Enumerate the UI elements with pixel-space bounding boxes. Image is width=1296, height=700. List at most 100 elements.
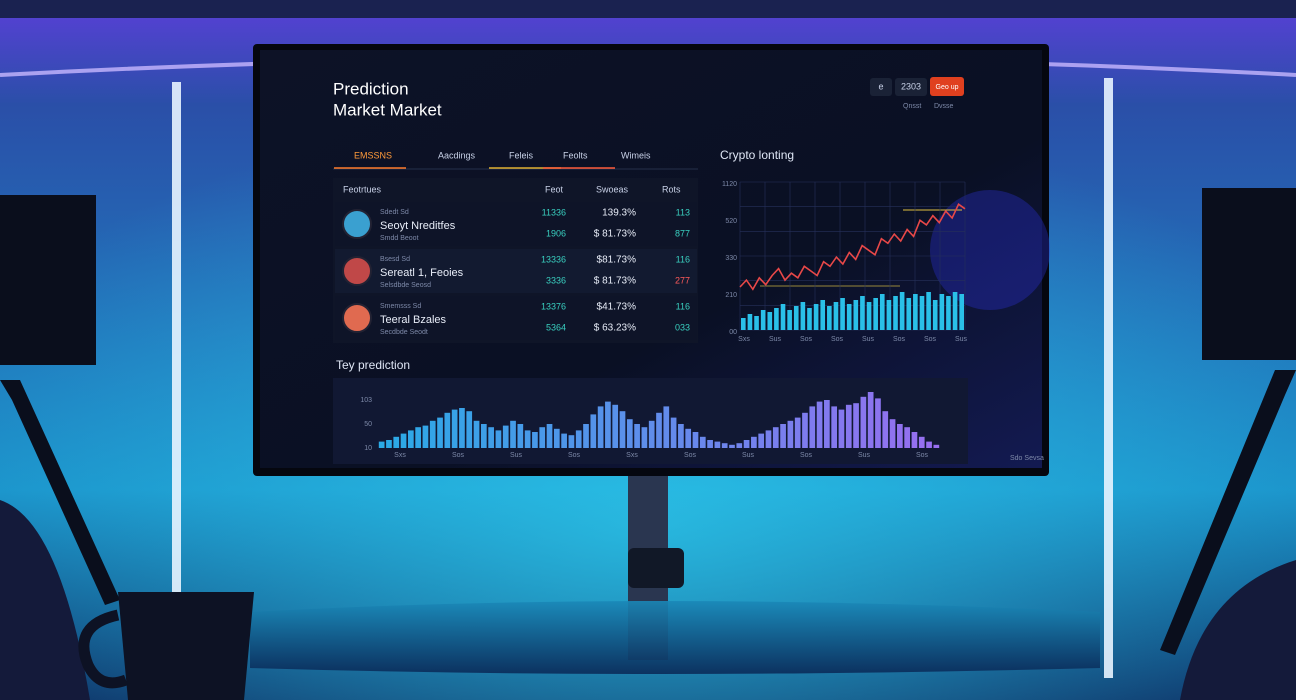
prediction-bar [634,424,640,448]
volume-bar [840,298,845,330]
icon-button-label: e [878,81,883,91]
row-meta: Bsesd Sd [380,256,410,263]
corner-label: Sdo Sevsa [1010,455,1044,462]
prediction-bar [758,433,765,448]
tab[interactable]: Wimeis [621,150,651,160]
prediction-bar [787,420,794,448]
cell: 113 [676,207,690,217]
row-name: Seoyt Nreditfes [380,220,456,232]
cell: 033 [675,322,690,332]
cell: $ 63.23% [594,323,636,334]
volume-bar [833,302,839,330]
mug-handle [78,609,128,689]
x-axis-label: Sos [916,452,929,459]
volume-bar [893,296,898,330]
y-axis-label: 520 [725,218,737,225]
prediction-bar [480,424,487,448]
prediction-bar [605,401,611,448]
x-axis-label: Sos [684,452,697,459]
tab[interactable]: EMSSNS [354,150,392,160]
tab[interactable]: Feolts [563,150,588,160]
column-header: Rots [662,184,681,194]
link[interactable]: Qnsst [903,103,921,110]
x-axis-label: Sos [800,452,813,459]
prediction-bar [772,427,779,448]
volume-bar [741,318,746,330]
chair [0,500,90,700]
volume-bar [780,304,786,330]
prediction-bar [853,403,859,448]
y-axis-label: 00 [729,329,737,336]
x-axis-label: Sos [452,452,465,459]
volume-bar [774,308,779,330]
volume-bar [866,302,872,330]
volume-bar [959,294,964,330]
prediction-bar [889,419,896,448]
prediction-bar [407,430,414,448]
column-header: Swoeas [596,184,629,194]
prediction-bar [729,444,735,448]
volume-bar [860,296,865,330]
icon-button[interactable] [870,78,892,96]
prediction-bar [619,411,626,448]
x-axis-label: Sxs [626,452,638,459]
cell: $ 81.73% [594,276,636,287]
prediction-bar [918,436,925,448]
cell: 877 [675,228,690,238]
cell: 13336 [541,254,566,264]
action-button[interactable] [930,77,964,96]
cell: 13376 [541,301,566,311]
prediction-bar [933,444,940,448]
column-header: Feotrtues [343,184,382,194]
prediction-bar [714,441,721,448]
prediction-bar [532,432,538,448]
prediction-bar [524,430,531,448]
cell: 5364 [546,322,566,332]
chart-title: Crypto lonting [720,148,794,162]
volume-bar [879,294,885,330]
prediction-bar [867,392,874,448]
prediction-bar [897,424,903,448]
prediction-bar [488,427,494,448]
ceiling [0,0,1296,18]
volume-bar [807,308,812,330]
light-bar [1104,78,1113,678]
prediction-bar [466,411,473,448]
link[interactable]: Dvsse [934,103,954,110]
y-axis-label: 330 [725,255,737,262]
prediction-bar [845,404,852,448]
screen-reflection [930,190,1050,310]
prediction-bar [780,424,786,448]
volume-bar [754,316,759,330]
desk [250,601,1100,674]
tab[interactable]: Feleis [509,150,534,160]
prediction-bar [860,396,867,448]
prediction-bar [451,409,458,448]
tab[interactable]: Aacdings [438,150,476,160]
prediction-bar [648,420,655,448]
prediction-bar [393,436,400,448]
title: Market Market [333,100,442,119]
volume-bar [813,304,819,330]
volume-bar [932,300,938,330]
prediction-bar [911,432,918,448]
volume-bar [946,296,951,330]
cell: 139.3% [602,208,636,219]
cell: 11336 [542,207,566,217]
volume-bar [906,298,912,330]
prediction-bar [882,411,889,448]
prediction-bar [831,406,838,448]
table-row [335,296,697,340]
prediction-bar [502,425,509,448]
column-header: Feot [545,184,564,194]
count-button[interactable] [895,78,927,96]
y-axis-label: 103 [360,397,372,404]
row-name: Sereatl 1, Feoies [380,267,464,279]
x-axis-label: Sus [862,336,875,343]
volume-bar [827,306,832,330]
prediction-bar [612,404,619,448]
speaker [0,195,96,365]
prediction-bar [765,430,772,448]
